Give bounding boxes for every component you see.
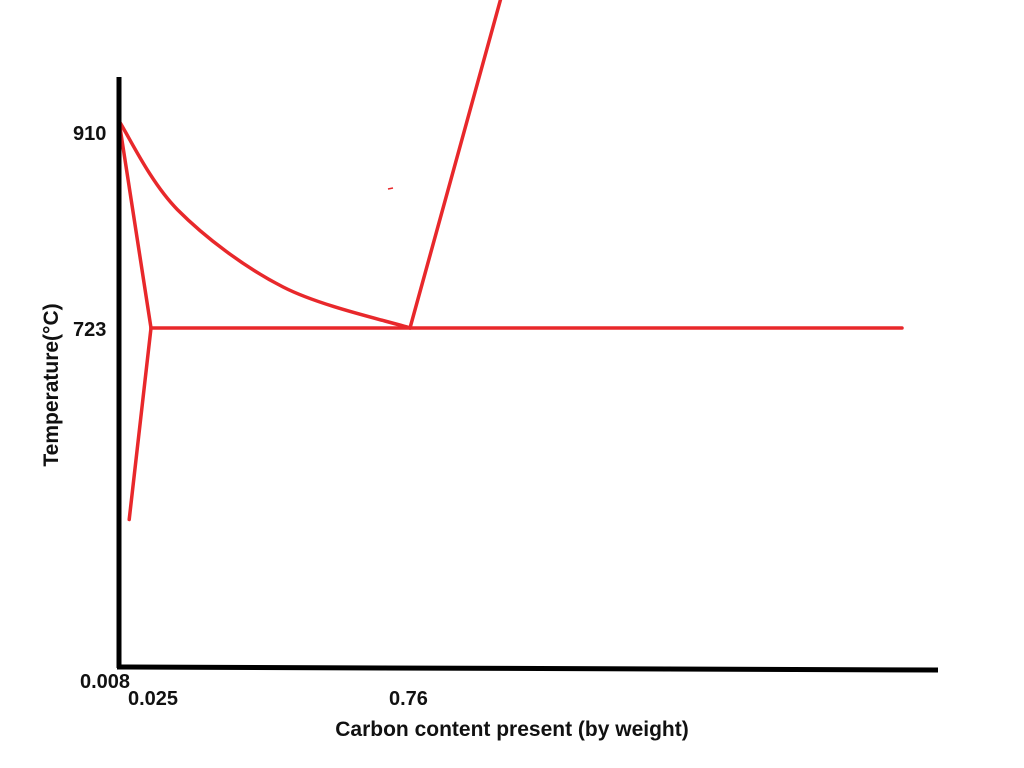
stray-mark <box>387 187 394 190</box>
x-axis-title: Carbon content present (by weight) <box>335 718 689 741</box>
series-line-a3-line <box>117 119 412 330</box>
y-tick-label-723: 723 <box>73 319 106 341</box>
series-line-alpha-solvus-lower <box>127 326 153 522</box>
series-line-alpha-solvus-upper <box>117 119 153 330</box>
x-tick-label-0-025: 0.025 <box>128 688 178 710</box>
series-line-acm-line <box>408 0 503 330</box>
y-axis-title: Temperature(°C) <box>40 303 63 466</box>
x-axis <box>116 664 939 673</box>
x-tick-label-0-76: 0.76 <box>389 688 428 710</box>
curves-layer <box>117 0 904 522</box>
x-tick-label-0-008: 0.008 <box>80 671 130 693</box>
y-tick-label-910: 910 <box>73 123 106 145</box>
